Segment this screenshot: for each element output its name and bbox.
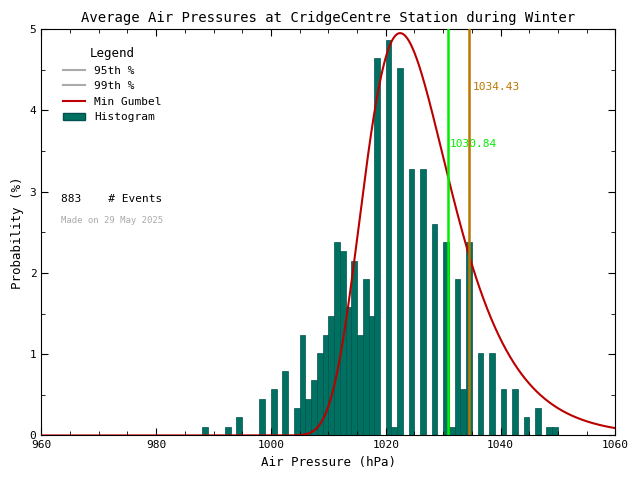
Bar <box>236 417 242 435</box>
Bar <box>305 399 311 435</box>
Bar <box>374 58 380 435</box>
Bar <box>420 169 426 435</box>
Bar <box>443 242 449 435</box>
Title: Average Air Pressures at CridgeCentre Station during Winter: Average Air Pressures at CridgeCentre St… <box>81 11 575 25</box>
X-axis label: Air Pressure (hPa): Air Pressure (hPa) <box>261 456 396 469</box>
Bar <box>259 399 265 435</box>
Text: Made on 29 May 2025: Made on 29 May 2025 <box>61 216 163 225</box>
Bar <box>225 427 231 435</box>
Bar <box>282 371 288 435</box>
Bar <box>202 427 208 435</box>
Bar <box>547 427 552 435</box>
Bar <box>346 307 351 435</box>
Bar <box>363 279 369 435</box>
Bar <box>351 261 357 435</box>
Bar <box>294 408 300 435</box>
Text: 1030.84: 1030.84 <box>450 139 497 149</box>
Bar <box>489 353 495 435</box>
Bar <box>323 335 328 435</box>
Bar <box>449 427 454 435</box>
Bar <box>357 335 363 435</box>
Bar <box>431 224 437 435</box>
Bar <box>460 389 466 435</box>
Legend: 95th %, 99th %, Min Gumbel, Histogram: 95th %, 99th %, Min Gumbel, Histogram <box>58 43 166 127</box>
Bar <box>466 242 472 435</box>
Text: 883    # Events: 883 # Events <box>61 193 163 204</box>
Text: 1034.43: 1034.43 <box>473 82 520 92</box>
Bar <box>334 242 340 435</box>
Bar <box>369 316 374 435</box>
Bar <box>340 251 346 435</box>
Bar <box>311 380 317 435</box>
Bar <box>409 169 415 435</box>
Bar <box>552 427 558 435</box>
Bar <box>397 68 403 435</box>
Bar <box>535 408 541 435</box>
Bar <box>524 417 529 435</box>
Y-axis label: Probability (%): Probability (%) <box>11 176 24 288</box>
Bar <box>271 389 276 435</box>
Bar <box>317 353 323 435</box>
Bar <box>328 316 334 435</box>
Bar <box>386 40 392 435</box>
Bar <box>392 427 397 435</box>
Bar <box>477 353 483 435</box>
Bar <box>454 279 460 435</box>
Bar <box>512 389 518 435</box>
Bar <box>300 335 305 435</box>
Bar <box>500 389 506 435</box>
